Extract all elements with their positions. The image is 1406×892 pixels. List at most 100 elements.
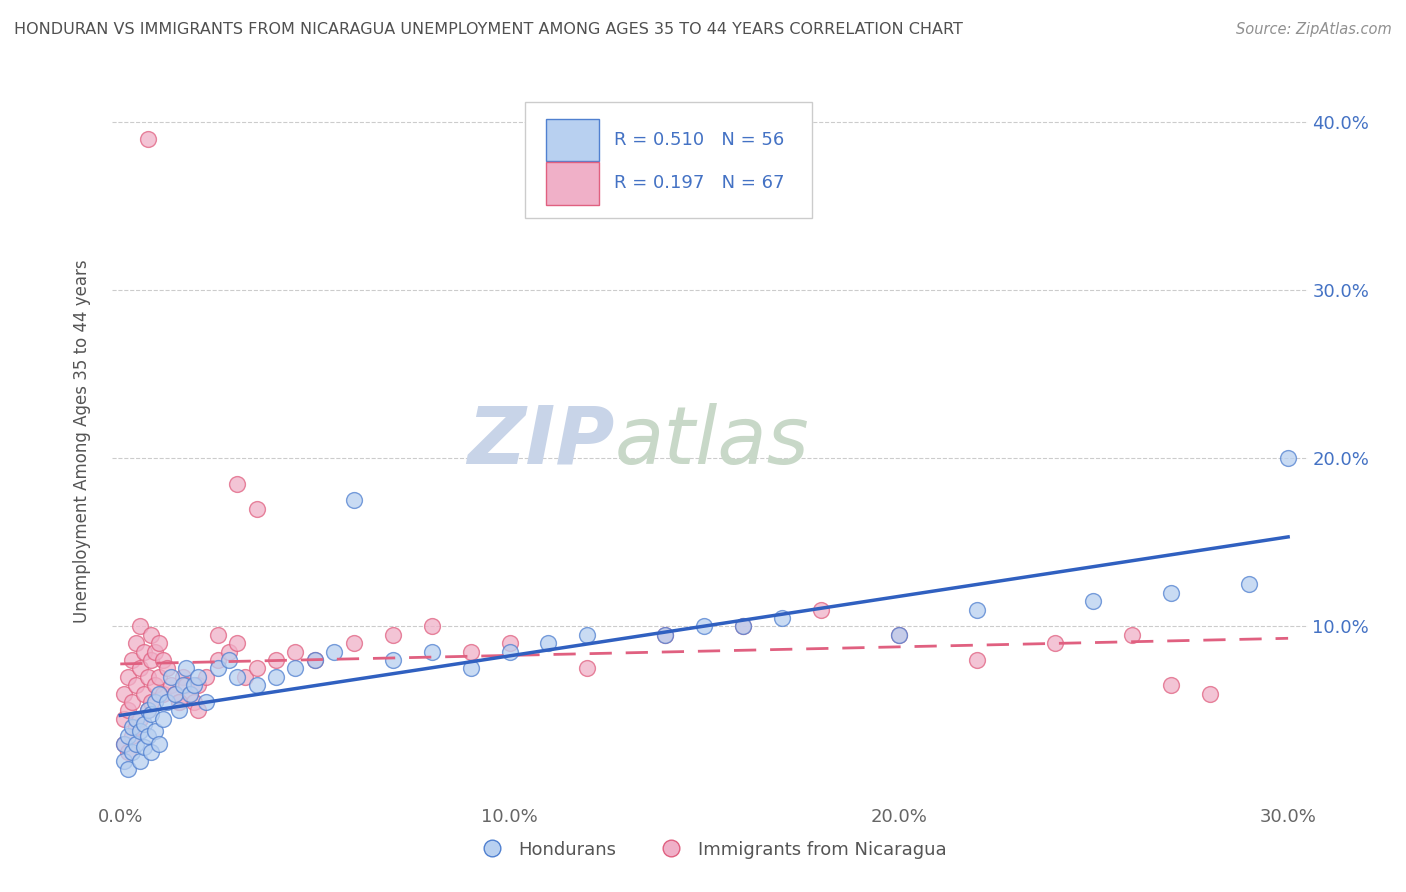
Point <box>179 687 201 701</box>
Point <box>194 695 217 709</box>
Point <box>1277 451 1299 466</box>
Point <box>887 628 910 642</box>
Point <box>128 661 150 675</box>
Point <box>498 644 520 658</box>
Point <box>887 628 910 642</box>
Point <box>143 695 166 709</box>
Point <box>128 723 150 738</box>
Point <box>167 695 190 709</box>
Point <box>183 695 205 709</box>
Point <box>121 653 143 667</box>
Point <box>1083 594 1105 608</box>
Point <box>125 636 148 650</box>
Point <box>125 712 148 726</box>
Point <box>264 670 287 684</box>
Point <box>810 602 832 616</box>
Point <box>460 644 482 658</box>
Point <box>654 628 676 642</box>
Point <box>1160 586 1182 600</box>
Point <box>245 678 267 692</box>
Point <box>141 706 163 721</box>
Point <box>218 653 240 667</box>
Point <box>1121 628 1143 642</box>
Text: R = 0.510   N = 56: R = 0.510 N = 56 <box>614 130 785 149</box>
Point <box>117 762 139 776</box>
Point <box>121 695 143 709</box>
Point <box>172 678 194 692</box>
Point <box>167 695 190 709</box>
Point <box>284 661 307 675</box>
Point <box>167 703 190 717</box>
Point <box>156 695 179 709</box>
Point <box>156 661 179 675</box>
Point <box>187 678 209 692</box>
Point <box>233 670 256 684</box>
Point <box>176 678 198 692</box>
Point <box>152 687 174 701</box>
Point <box>152 653 174 667</box>
Point <box>117 729 139 743</box>
Point <box>136 729 159 743</box>
Point <box>1237 577 1260 591</box>
Point <box>194 670 217 684</box>
Point <box>132 716 155 731</box>
Point <box>343 493 366 508</box>
Point <box>125 720 148 734</box>
Point <box>1043 636 1066 650</box>
Point <box>304 653 326 667</box>
Point <box>132 740 155 755</box>
Point <box>693 619 716 633</box>
Point <box>112 754 135 768</box>
Point <box>112 737 135 751</box>
Point <box>128 712 150 726</box>
Point <box>207 653 229 667</box>
Point <box>207 628 229 642</box>
Point <box>125 737 148 751</box>
Point <box>576 661 599 675</box>
Point <box>112 687 135 701</box>
Point <box>226 636 249 650</box>
Point <box>148 737 170 751</box>
Point <box>143 723 166 738</box>
Point <box>148 670 170 684</box>
Point <box>128 619 150 633</box>
Point <box>132 687 155 701</box>
Point <box>141 695 163 709</box>
Point <box>121 745 143 759</box>
Point <box>128 754 150 768</box>
Point <box>117 670 139 684</box>
Point <box>136 703 159 717</box>
Point <box>770 611 793 625</box>
Point <box>136 703 159 717</box>
Point <box>226 670 249 684</box>
Point <box>381 628 404 642</box>
Point <box>163 687 186 701</box>
Point <box>141 745 163 759</box>
Point <box>183 678 205 692</box>
Point <box>381 653 404 667</box>
Point <box>245 501 267 516</box>
Legend: Hondurans, Immigrants from Nicaragua: Hondurans, Immigrants from Nicaragua <box>467 834 953 866</box>
Point <box>654 628 676 642</box>
Point <box>121 720 143 734</box>
FancyBboxPatch shape <box>524 102 811 218</box>
Point <box>207 661 229 675</box>
Point <box>148 636 170 650</box>
Point <box>117 745 139 759</box>
Text: Source: ZipAtlas.com: Source: ZipAtlas.com <box>1236 22 1392 37</box>
Point <box>498 636 520 650</box>
Point <box>1160 678 1182 692</box>
Point <box>460 661 482 675</box>
Text: ZIP: ZIP <box>467 402 614 481</box>
Point <box>733 619 755 633</box>
Point <box>143 644 166 658</box>
Point <box>152 712 174 726</box>
Point <box>323 644 346 658</box>
Point <box>136 132 159 146</box>
Text: atlas: atlas <box>614 402 810 481</box>
Point <box>136 670 159 684</box>
Point <box>148 687 170 701</box>
Text: HONDURAN VS IMMIGRANTS FROM NICARAGUA UNEMPLOYMENT AMONG AGES 35 TO 44 YEARS COR: HONDURAN VS IMMIGRANTS FROM NICARAGUA UN… <box>14 22 963 37</box>
FancyBboxPatch shape <box>547 119 599 161</box>
Point <box>264 653 287 667</box>
